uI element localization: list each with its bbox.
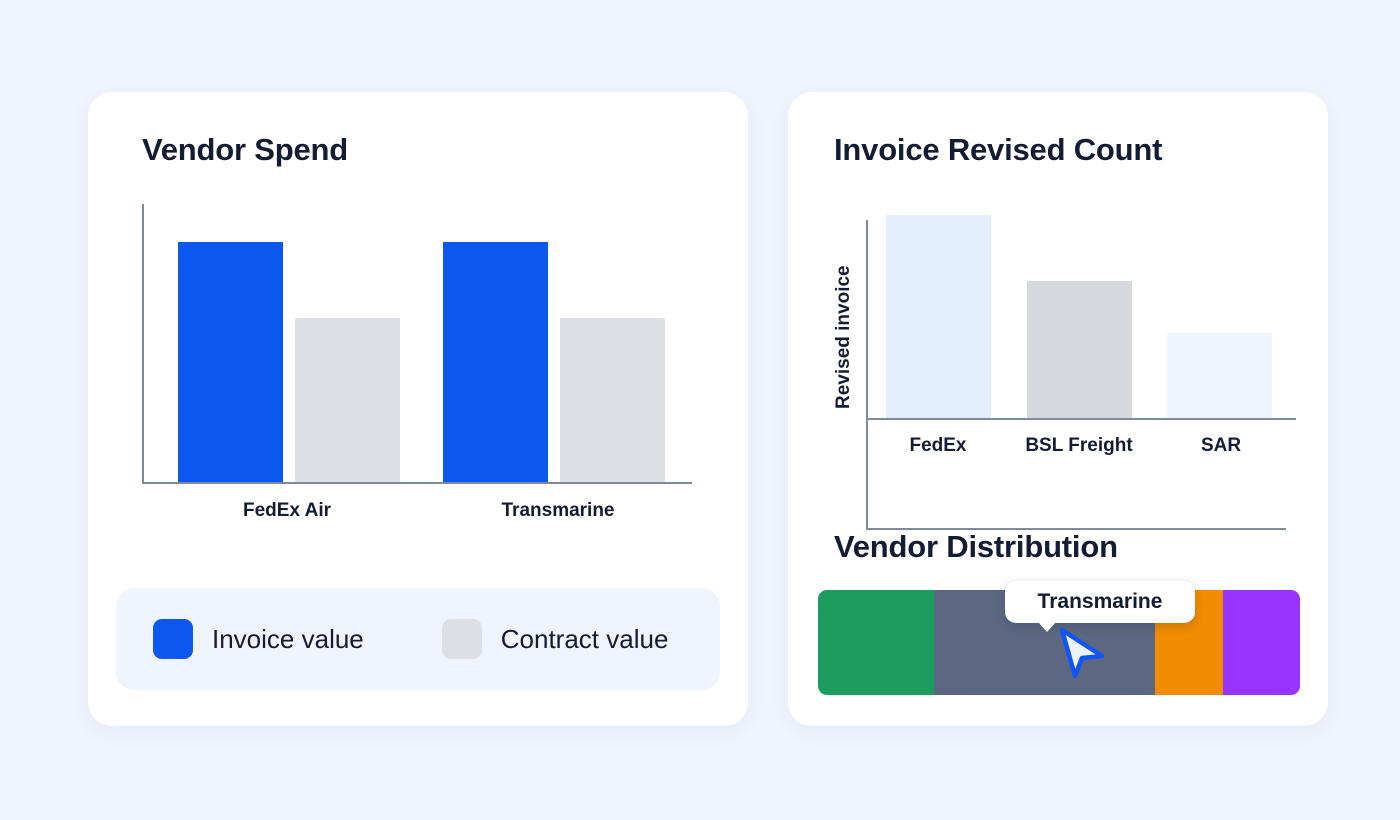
vendor-spend-y-axis — [142, 204, 144, 484]
bar-bsl-freight-revised-count[interactable] — [1027, 281, 1132, 418]
vendor-spend-x-axis — [142, 482, 692, 484]
invoice-revised-y-axis-label: Revised invoice — [833, 265, 854, 410]
vendor-distribution-title: Vendor Distribution — [834, 529, 1118, 564]
x-tick-fedex-air: FedEx Air — [243, 500, 331, 521]
x-tick-transmarine: Transmarine — [501, 500, 615, 521]
invoice-revised-card: Invoice Revised Count Revised invoice Fe… — [788, 92, 1328, 726]
vendor-spend-title: Vendor Spend — [142, 132, 349, 167]
distribution-segment-sar[interactable] — [1222, 590, 1300, 695]
bar-fedex-revised-count[interactable] — [886, 215, 991, 418]
vendor-spend-chart: FedEx Air Transmarine — [142, 204, 692, 521]
bar-fedex-air-invoice-value[interactable] — [178, 242, 283, 482]
x-tick-fedex: FedEx — [909, 435, 967, 456]
legend-label-invoice-value: Invoice value — [212, 623, 364, 654]
blue-square-swatch-icon — [153, 619, 193, 659]
tooltip-pointer-arrow — [1038, 622, 1056, 632]
tooltip-label: Transmarine — [1037, 590, 1163, 613]
x-tick-sar: SAR — [1200, 435, 1242, 456]
bar-transmarine-invoice-value[interactable] — [443, 242, 548, 482]
gray-square-swatch-icon — [441, 619, 482, 659]
invoice-revised-x-axis — [866, 528, 1286, 530]
vendor-spend-card: Vendor Spend FedEx Air Transmarine Invoi… — [88, 92, 748, 726]
legend-item-invoice-value[interactable]: Invoice value — [153, 619, 364, 659]
invoice-revised-chart: Revised invoice FedEx BSL Freight SAR — [833, 215, 1296, 530]
legend-label-contract-value: Contract value — [500, 623, 669, 654]
bar-sar-revised-count[interactable] — [1167, 333, 1272, 418]
distribution-segment-expeditors[interactable] — [818, 590, 934, 695]
bar-fedex-air-contract-value[interactable] — [295, 318, 400, 482]
legend-item-contract-value[interactable]: Contract value — [441, 619, 669, 659]
vendor-spend-legend: Invoice value Contract value — [116, 588, 720, 690]
x-tick-bsl-freight: BSL Freight — [1025, 435, 1133, 456]
invoice-revised-y-axis — [866, 220, 868, 530]
invoice-revised-baseline — [866, 418, 1296, 420]
bar-transmarine-contract-value[interactable] — [560, 318, 665, 482]
invoice-revised-count-title: Invoice Revised Count — [834, 132, 1163, 167]
vendor-distribution-tooltip: Transmarine — [1005, 581, 1195, 632]
